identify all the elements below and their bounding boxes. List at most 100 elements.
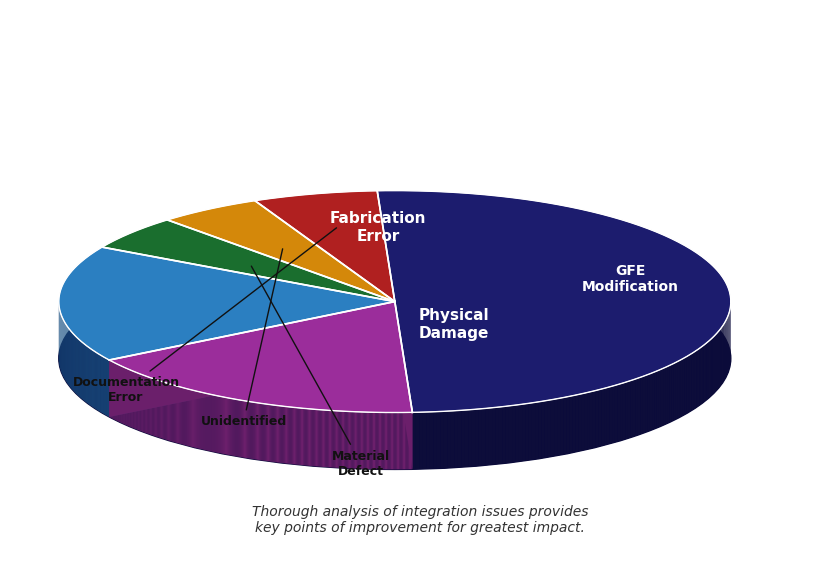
Polygon shape	[375, 413, 376, 469]
Polygon shape	[202, 393, 204, 450]
Text: Documentation
Error: Documentation Error	[72, 228, 337, 403]
Polygon shape	[235, 399, 237, 456]
Polygon shape	[395, 413, 396, 469]
Polygon shape	[317, 410, 318, 467]
Polygon shape	[606, 387, 610, 444]
Polygon shape	[650, 373, 652, 431]
Polygon shape	[255, 191, 395, 302]
Polygon shape	[395, 302, 412, 469]
Polygon shape	[712, 336, 714, 394]
Polygon shape	[654, 371, 657, 429]
Polygon shape	[197, 391, 198, 448]
Polygon shape	[254, 402, 255, 459]
Polygon shape	[601, 389, 604, 446]
Polygon shape	[168, 384, 169, 440]
Polygon shape	[300, 408, 301, 465]
Polygon shape	[635, 378, 638, 436]
Polygon shape	[401, 413, 402, 469]
Polygon shape	[604, 387, 606, 446]
Polygon shape	[448, 411, 451, 468]
Polygon shape	[367, 412, 368, 469]
Polygon shape	[294, 407, 295, 464]
Polygon shape	[166, 383, 167, 440]
Polygon shape	[522, 404, 525, 461]
Polygon shape	[179, 386, 180, 444]
Polygon shape	[334, 411, 336, 468]
Polygon shape	[206, 393, 207, 451]
Polygon shape	[427, 412, 430, 469]
Polygon shape	[412, 413, 416, 469]
Polygon shape	[177, 386, 178, 443]
Polygon shape	[265, 404, 267, 461]
Polygon shape	[325, 410, 327, 467]
Polygon shape	[409, 413, 410, 469]
Polygon shape	[643, 376, 645, 434]
Polygon shape	[260, 403, 261, 460]
Polygon shape	[309, 409, 310, 466]
Polygon shape	[390, 413, 391, 469]
Polygon shape	[277, 406, 278, 463]
Polygon shape	[172, 385, 173, 442]
Polygon shape	[339, 411, 340, 468]
Polygon shape	[433, 411, 437, 469]
Polygon shape	[720, 329, 721, 387]
Polygon shape	[347, 411, 348, 468]
Polygon shape	[224, 397, 225, 454]
Polygon shape	[560, 398, 564, 455]
Polygon shape	[199, 391, 200, 449]
Polygon shape	[381, 413, 382, 469]
Polygon shape	[215, 395, 216, 452]
Polygon shape	[234, 399, 235, 456]
Polygon shape	[386, 413, 387, 469]
Polygon shape	[392, 413, 393, 469]
Polygon shape	[677, 361, 679, 419]
Polygon shape	[208, 394, 210, 451]
Polygon shape	[220, 396, 221, 453]
Polygon shape	[345, 411, 347, 468]
Polygon shape	[554, 399, 557, 456]
Polygon shape	[622, 382, 626, 440]
Polygon shape	[231, 398, 233, 456]
Polygon shape	[160, 381, 161, 438]
Polygon shape	[167, 383, 168, 440]
Polygon shape	[155, 380, 156, 436]
Polygon shape	[698, 348, 700, 406]
Polygon shape	[324, 410, 325, 467]
Polygon shape	[173, 385, 175, 442]
Polygon shape	[502, 406, 506, 464]
Polygon shape	[328, 410, 330, 467]
Polygon shape	[377, 191, 731, 413]
Polygon shape	[711, 337, 712, 395]
Polygon shape	[287, 407, 288, 464]
Polygon shape	[301, 408, 302, 465]
Polygon shape	[198, 391, 199, 448]
Polygon shape	[385, 413, 386, 469]
Polygon shape	[188, 389, 189, 446]
Polygon shape	[516, 405, 519, 462]
Polygon shape	[257, 403, 258, 460]
Polygon shape	[307, 409, 309, 466]
Polygon shape	[333, 411, 334, 468]
Polygon shape	[681, 358, 683, 417]
Polygon shape	[243, 401, 244, 457]
Polygon shape	[419, 412, 423, 469]
Text: Unidentified: Unidentified	[201, 249, 286, 428]
Polygon shape	[211, 394, 212, 451]
Polygon shape	[337, 411, 339, 468]
Polygon shape	[659, 369, 661, 427]
Polygon shape	[161, 381, 162, 439]
Polygon shape	[675, 362, 677, 419]
Polygon shape	[707, 341, 709, 399]
Polygon shape	[233, 399, 234, 456]
Polygon shape	[663, 368, 665, 425]
Polygon shape	[348, 411, 349, 468]
Polygon shape	[258, 403, 259, 460]
Polygon shape	[158, 380, 159, 438]
Polygon shape	[267, 404, 268, 461]
Polygon shape	[617, 384, 620, 442]
Polygon shape	[584, 393, 587, 450]
Polygon shape	[548, 400, 551, 457]
Polygon shape	[269, 405, 270, 461]
Polygon shape	[370, 412, 371, 469]
Polygon shape	[693, 352, 695, 410]
